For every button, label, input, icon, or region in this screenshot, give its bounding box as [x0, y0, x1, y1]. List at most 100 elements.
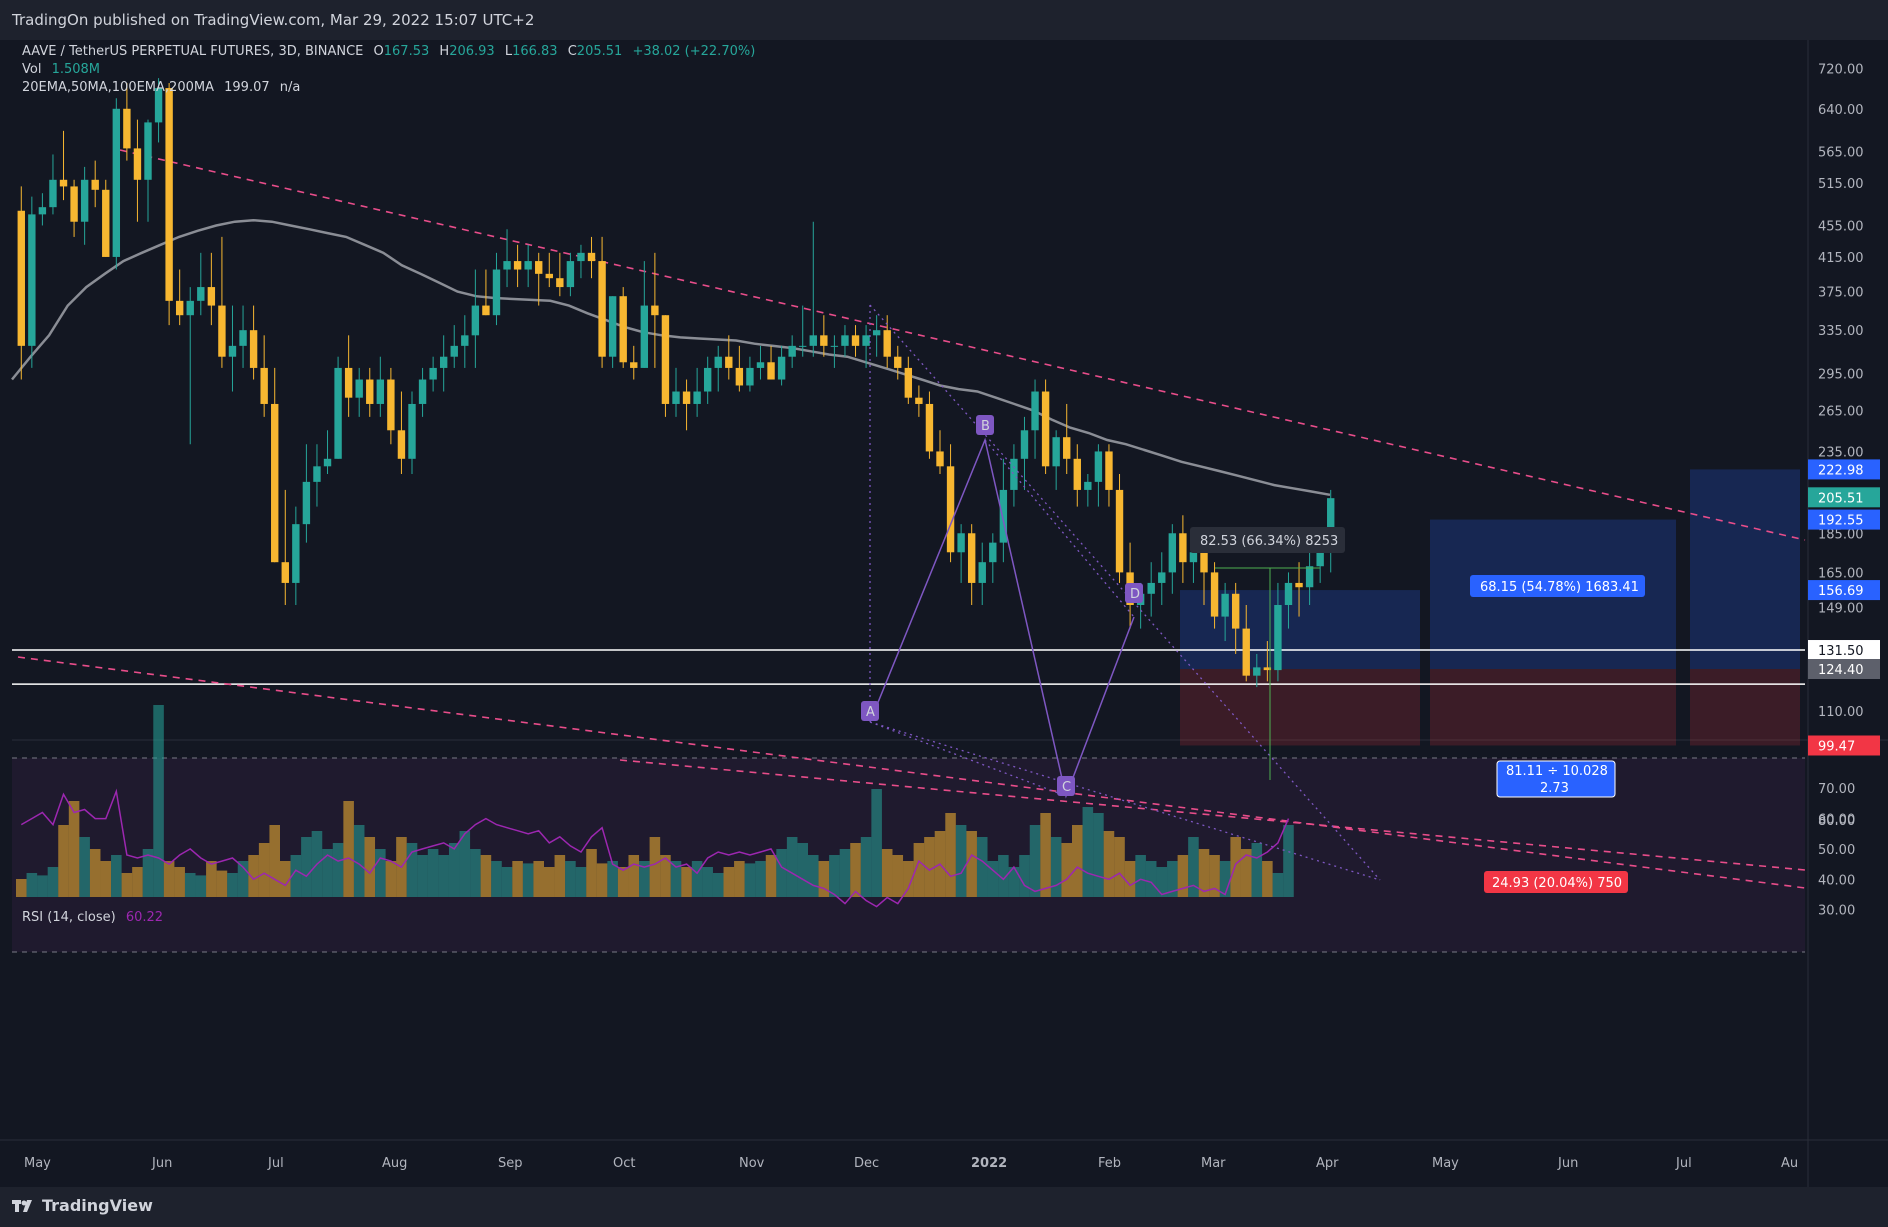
candle-body	[1189, 552, 1198, 563]
candle-body	[1253, 667, 1261, 676]
candle-body	[197, 287, 205, 301]
candle-body	[1210, 572, 1219, 617]
trend-line	[619, 759, 1806, 871]
volume-bar	[776, 849, 787, 897]
volume-bar	[966, 831, 977, 897]
volume-bar	[121, 873, 133, 897]
price-tag	[1808, 509, 1880, 530]
pattern-point-A	[861, 701, 879, 721]
candle-body	[1063, 437, 1071, 459]
volume-bar	[37, 875, 48, 897]
candle-body	[788, 345, 796, 357]
candle-body	[682, 391, 691, 404]
volume-bar	[1198, 849, 1210, 897]
measure-box	[1190, 527, 1345, 553]
volume-bar	[47, 867, 59, 897]
volume-bar	[522, 863, 534, 897]
tradingview-brand: TradingView	[42, 1196, 153, 1215]
candle-body	[1115, 489, 1124, 573]
candle-body	[1242, 628, 1250, 676]
chart-legend-ma: 20EMA,50MA,100EMA,200MA 199.07 n/a	[22, 80, 306, 95]
candle-body	[334, 367, 342, 459]
candle-body	[872, 330, 881, 336]
candle-body	[915, 397, 923, 404]
volume-bar	[364, 837, 376, 897]
volume-bar	[153, 705, 164, 897]
candle-body	[672, 391, 680, 404]
volume-bar	[976, 837, 988, 897]
tradingview-logo-icon	[12, 1198, 36, 1214]
tradingview-logo[interactable]: TradingView	[12, 1196, 153, 1215]
stop-zone	[1180, 669, 1420, 746]
candle-body	[967, 533, 976, 583]
volume-bar	[1019, 855, 1030, 897]
candle-body	[799, 345, 807, 347]
volume-bar	[797, 843, 808, 897]
candle-body	[461, 335, 469, 346]
volume-bar	[480, 855, 492, 897]
rsi-tick-label: 40.00	[1818, 873, 1855, 888]
volume-bar	[195, 875, 207, 897]
candle-body	[1263, 667, 1272, 671]
volume-bar	[1167, 861, 1178, 897]
volume-bar	[744, 863, 756, 897]
volume-bar	[945, 813, 956, 897]
candle-body	[112, 108, 121, 257]
candle-body	[1147, 582, 1155, 594]
volume-bar	[132, 867, 143, 897]
legend-vol-label: Vol	[22, 62, 42, 77]
time-tick-label: Oct	[613, 1156, 635, 1171]
candle-body	[925, 403, 934, 452]
rsi-line	[20, 788, 1290, 908]
volume-bar	[1008, 867, 1020, 897]
candle-body	[175, 300, 184, 316]
rsi-tick-label: 60.00	[1818, 813, 1855, 828]
volume-bar	[216, 870, 228, 897]
candle-body	[608, 296, 617, 357]
candle-body	[703, 367, 712, 392]
pattern-label-C: C	[1062, 780, 1071, 795]
candle-body	[313, 466, 321, 482]
candle-body	[1020, 430, 1029, 459]
candle-body	[999, 489, 1008, 543]
volume-bar	[544, 867, 555, 897]
candle-body	[492, 269, 501, 316]
candle-body	[439, 356, 448, 368]
volume-bar	[1029, 825, 1041, 897]
time-tick-label: Au	[1781, 1156, 1798, 1171]
volume-bar	[924, 837, 935, 897]
candle-body	[1041, 391, 1050, 467]
time-tick-label: Mar	[1201, 1156, 1226, 1171]
candle-body	[577, 252, 585, 262]
volume-bar	[881, 849, 893, 897]
target-label: 68.15 (54.78%) 1683.41	[1480, 580, 1639, 595]
legend-open-label: O	[373, 44, 384, 59]
volume-bar	[58, 825, 69, 897]
volume-bar	[839, 849, 851, 897]
volume-bar	[79, 837, 90, 897]
volume-bar	[871, 789, 882, 897]
price-chart[interactable]: A B C D 82.53 (66.34%) 8253 68.15 (54.78%) 16…	[0, 40, 1888, 1187]
price-tag-label: 156.69	[1818, 584, 1864, 599]
candle-body	[503, 261, 511, 270]
candle-body	[1200, 552, 1208, 573]
candle-body	[693, 391, 701, 404]
volume-bar	[554, 855, 566, 897]
ma-line	[11, 218, 1331, 497]
pattern-label-D: D	[1130, 587, 1140, 602]
candle-body	[17, 210, 25, 346]
time-tick-label: Aug	[382, 1156, 407, 1171]
legend-close-label: C	[567, 44, 577, 59]
volume-bar	[660, 855, 671, 897]
candle-body	[587, 252, 596, 262]
measure-label: 82.53 (66.34%) 8253	[1200, 534, 1338, 549]
volume-bar	[280, 861, 291, 897]
candle-body	[387, 379, 395, 431]
price-tick-label: 335.00	[1818, 324, 1864, 339]
top-bar: TradingOn published on TradingView.com, …	[0, 0, 1888, 40]
candle-body	[165, 88, 173, 301]
time-tick-label: Apr	[1316, 1156, 1339, 1171]
volume-bar	[1135, 855, 1146, 897]
price-tag-label: 124.40	[1818, 663, 1864, 678]
candle-body	[450, 345, 458, 357]
